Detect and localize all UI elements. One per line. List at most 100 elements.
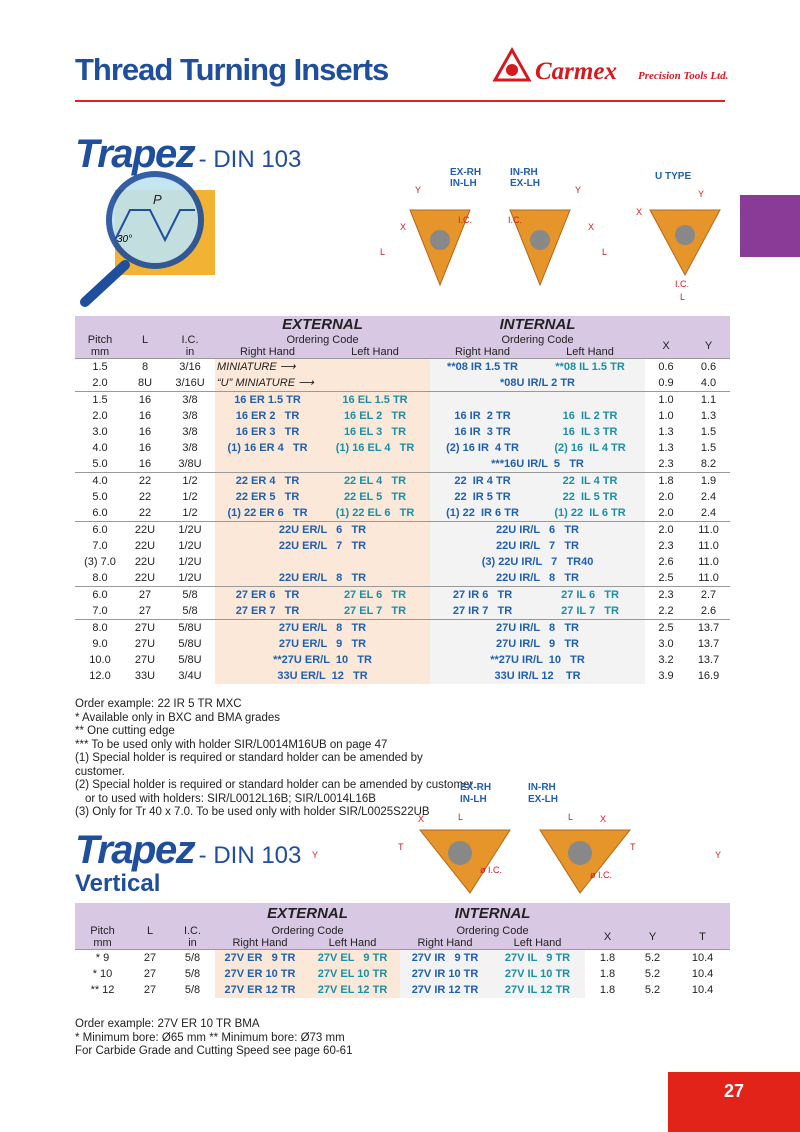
header: Ordering Code xyxy=(215,925,401,937)
section-title: Trapez xyxy=(75,132,196,176)
cell: 1/2U xyxy=(178,572,202,584)
cell xyxy=(430,391,646,408)
cell: 5/8U xyxy=(178,638,202,650)
cell: 0.9 xyxy=(658,377,674,389)
note: (2) Special holder is required or standa… xyxy=(75,779,474,791)
header: mm xyxy=(75,937,130,950)
cell: 27U xyxy=(134,622,156,634)
cell: 3.0 xyxy=(92,426,108,438)
cell: 27 xyxy=(143,952,157,964)
table: EXTERNAL INTERNAL Pitch L I.C. Ordering Code… xyxy=(75,316,731,684)
cell: 8 xyxy=(141,361,149,373)
header: Ordering Code xyxy=(400,925,586,937)
cell: 11.0 xyxy=(698,540,719,552)
cell: 2.5 xyxy=(658,572,674,584)
row: 7.0 22U 1/2U 22U ER/L 7 TR 22U IR/L 7 TR 2.3 1… xyxy=(75,538,730,554)
row: 6.0 27 5/8 27 ER 6 TR 27 EL 6 TR 27 IR 6 TR 27… xyxy=(75,586,731,603)
cell: 2.0 xyxy=(658,524,674,536)
cell: (1) 22 IL 6 TR xyxy=(535,505,646,522)
cell: 16 ER 3 TR xyxy=(215,424,321,440)
row: 7.0 27 5/8 27 ER 7 TR 27 EL 7 TR 27 IR 7 TR 27… xyxy=(75,603,730,620)
cell: 1.8 xyxy=(658,475,674,487)
row: 1.5 16 3/8 16 ER 1.5 TR 16 EL 1.5 TR 1.0 1.1 xyxy=(75,391,731,408)
cell: (1) 16 EL 4 TR xyxy=(320,440,431,456)
cell: 27V IL 12 TR xyxy=(490,982,586,998)
label: L xyxy=(602,247,607,257)
cell: 2.5 xyxy=(658,622,674,634)
cell: 33U xyxy=(134,670,156,682)
cell: 3/8 xyxy=(182,394,198,406)
row: 8.0 27U 5/8U 27U ER/L 8 TR 27U IR/L 8 TR 2.5 1… xyxy=(75,619,731,636)
row: 6.0 22U 1/2U 22U ER/L 6 TR 22U IR/L 6 TR 2.0 1… xyxy=(75,521,731,538)
header: Y xyxy=(687,334,731,359)
cell: 5/8U xyxy=(178,654,202,666)
cell: 3/4U xyxy=(178,670,202,682)
section-title: Trapez xyxy=(75,828,196,872)
table: EXTERNAL INTERNAL Pitch L I.C. Ordering Code… xyxy=(75,903,731,998)
cell: (2) 16 IR 4 TR xyxy=(430,440,536,456)
cell: 5/8U xyxy=(178,622,202,634)
cell: 10.0 xyxy=(89,654,111,666)
section-heading: Trapez - DIN 103 xyxy=(75,828,301,873)
cell: **08 IR 1.5 TR xyxy=(430,358,536,375)
label: Y xyxy=(698,189,704,199)
cell: (1) 22 EL 6 TR xyxy=(320,505,431,522)
cell: 27V ER 9 TR xyxy=(215,949,306,966)
cell: 22 xyxy=(138,491,152,503)
cell: 27 IL 6 TR xyxy=(535,586,646,603)
notes: Order example: 22 IR 5 TR MXC * Available… xyxy=(75,698,475,820)
row: 2.0 16 3/8 16 ER 2 TR 16 EL 2 TR 16 IR 2 TR 16… xyxy=(75,408,730,424)
header: I.C. xyxy=(165,334,216,346)
cell: 22U ER/L 7 TR xyxy=(215,538,431,554)
cell: 16 IR 3 TR xyxy=(430,424,536,440)
label: EX-LH xyxy=(528,794,558,805)
brand-sub: Precision Tools Ltd. xyxy=(638,70,729,82)
cell: 3.0 xyxy=(658,638,674,650)
cell: 1.8 xyxy=(599,984,616,996)
cell: (3) 7.0 xyxy=(84,556,116,568)
cell: 3/8 xyxy=(182,442,198,454)
row: ** 12 27 5/8 27V ER 12 TR 27V EL 12 TR 27V IR… xyxy=(75,982,730,998)
label: L xyxy=(380,247,385,257)
header: INTERNAL xyxy=(400,903,586,925)
cell: 2.4 xyxy=(700,507,717,519)
cell: 22U ER/L 6 TR xyxy=(215,521,431,538)
cell: 4.0 xyxy=(92,475,108,487)
cell: 27V EL 9 TR xyxy=(305,949,401,966)
cell: 1.0 xyxy=(658,394,674,406)
cell: 7.0 xyxy=(92,605,108,617)
cell: 1.5 xyxy=(700,426,717,438)
note: * Available only in BXC and BMA grades xyxy=(75,711,280,724)
cell: *08U IR/L 2 TR xyxy=(430,375,646,392)
label: X xyxy=(636,207,642,217)
cell: 4.0 xyxy=(92,442,108,454)
cell: 0.6 xyxy=(700,361,717,373)
cell: 8.0 xyxy=(92,572,108,584)
cell: 27 ER 7 TR xyxy=(215,603,321,620)
header: EXTERNAL xyxy=(215,316,431,334)
cell: 22 xyxy=(138,507,152,519)
cell: 1/2 xyxy=(182,491,198,503)
label: IN-LH xyxy=(460,794,487,805)
header: in xyxy=(165,346,216,359)
row: 9.0 27U 5/8U 27U ER/L 9 TR 27U IR/L 9 TR 3.0 1… xyxy=(75,636,730,652)
row: 3.0 16 3/8 16 ER 3 TR 16 EL 3 TR 16 IR 3 TR 16… xyxy=(75,424,730,440)
thread-illustration: P 30° xyxy=(80,171,215,307)
cell: 5/8 xyxy=(182,605,198,617)
cell: (3) 22U IR/L 7 TR40 xyxy=(430,554,646,570)
cell: 27U xyxy=(134,654,156,666)
cell: 27V IL 9 TR xyxy=(490,949,586,966)
cell: 16 ER 1.5 TR xyxy=(215,391,321,408)
cell: 27V EL 10 TR xyxy=(305,966,401,982)
cell: 1/2U xyxy=(178,524,202,536)
cell: 16 xyxy=(138,426,152,438)
cell: 11.0 xyxy=(698,524,719,536)
cell: 16.9 xyxy=(697,670,720,682)
header: Right Hand xyxy=(215,346,321,359)
cell: 1/2U xyxy=(178,540,202,552)
label: T xyxy=(630,842,636,852)
label: U TYPE xyxy=(655,171,691,182)
section-sub: Vertical xyxy=(75,870,161,897)
cell: 22 IL 4 TR xyxy=(535,472,646,489)
